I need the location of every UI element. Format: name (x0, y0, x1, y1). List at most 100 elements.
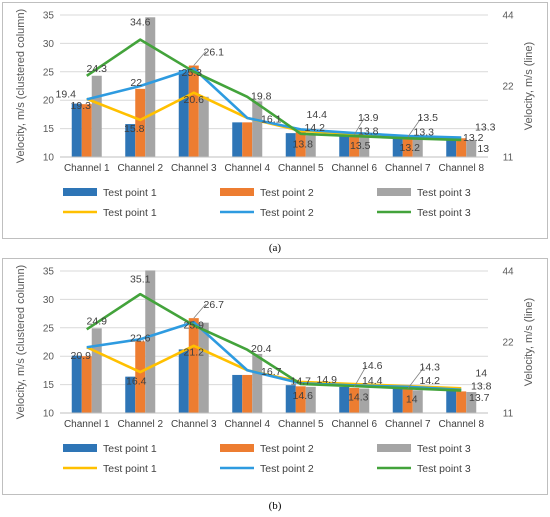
data-label: 14.2 (305, 122, 326, 134)
bar (392, 388, 403, 413)
bar (145, 270, 156, 413)
bar (71, 355, 82, 413)
data-label: 24.9 (87, 315, 108, 327)
leader-line (353, 365, 367, 388)
y-left-tick-label: 15 (43, 380, 55, 391)
y-right-tick-label: 44 (502, 11, 514, 22)
legend-label: Test point 2 (260, 443, 314, 455)
bar (198, 322, 209, 413)
series-line (86, 292, 462, 392)
x-tick-label: Channel 4 (224, 419, 270, 430)
data-label: 19.3 (71, 100, 92, 112)
series-line (86, 38, 462, 142)
bar (466, 139, 477, 157)
bar (392, 138, 403, 157)
data-label: 14.4 (307, 109, 328, 121)
bar (232, 122, 243, 157)
data-label: 26.7 (204, 299, 225, 311)
leader-line (407, 367, 425, 389)
data-label: 13.7 (469, 392, 490, 404)
bar (295, 386, 306, 413)
y-left-tick-label: 15 (43, 124, 55, 135)
y-right-tick-label: 22 (502, 338, 514, 349)
bar (125, 124, 136, 157)
legend-swatch-bar (220, 188, 254, 196)
data-label: 14.3 (348, 392, 369, 404)
data-label: 16.4 (126, 376, 147, 388)
data-label: 13.2 (400, 142, 421, 154)
legend-label: Test point 2 (260, 187, 314, 199)
y-right-tick-label: 22 (502, 82, 514, 93)
bar (145, 17, 156, 157)
bar (412, 138, 423, 157)
bar (285, 133, 296, 157)
y-left-tick-label: 10 (43, 409, 55, 420)
y-right-axis-title: Velocity, m/s (line) (523, 298, 535, 386)
leader-line (193, 51, 207, 66)
bar (446, 138, 457, 157)
legend-label: Test point 2 (260, 463, 314, 475)
x-tick-label: Channel 3 (171, 419, 217, 430)
x-tick-label: Channel 5 (278, 163, 324, 174)
data-label: 13.5 (350, 140, 371, 152)
data-label: 13.5 (418, 112, 439, 124)
x-tick-label: Channel 6 (331, 163, 377, 174)
bar (305, 135, 316, 157)
x-tick-label: Channel 1 (64, 163, 110, 174)
y-left-tick-label: 20 (43, 352, 55, 363)
data-label: 14.2 (420, 375, 441, 387)
bar (71, 103, 82, 157)
data-label: 14.3 (420, 362, 441, 374)
chart-panel-a: 10 15 20 25 30 35 11 22 44 Velocity, m/s (cluster… (2, 2, 548, 239)
data-label: 13.3 (414, 126, 435, 138)
x-tick-label: Channel 1 (64, 419, 110, 430)
data-label: 13.8 (293, 138, 314, 150)
bar (232, 374, 243, 413)
data-label: 19.4 (56, 89, 77, 101)
bar (81, 104, 92, 157)
y-left-tick-label: 30 (43, 39, 55, 50)
series-line (86, 67, 462, 139)
y-left-tick-label: 25 (43, 67, 55, 78)
legend-label: Test point 2 (260, 207, 314, 219)
caption-b: (b) (268, 500, 282, 512)
x-tick-label: Channel 8 (438, 163, 484, 174)
data-label: 14 (406, 393, 418, 405)
x-tick-label: Channel 4 (224, 163, 270, 174)
x-tick-label: Channel 3 (171, 163, 217, 174)
leader-line (193, 303, 207, 319)
legend-label: Test point 3 (417, 463, 471, 475)
y-left-tick-label: 20 (43, 96, 55, 107)
data-label: 16.7 (261, 366, 282, 378)
bar (252, 353, 263, 413)
data-label: 13 (477, 143, 489, 155)
data-label: 14.6 (293, 390, 314, 402)
data-label: 22 (130, 77, 142, 89)
data-label: 13.9 (358, 112, 379, 124)
y-right-tick-label: 11 (503, 153, 514, 164)
bar (135, 341, 146, 413)
data-label: 20.4 (251, 343, 272, 355)
data-label: 13.8 (471, 380, 492, 392)
x-tick-label: Channel 8 (438, 419, 484, 430)
leader-line (353, 117, 365, 136)
y-left-tick-label: 30 (43, 295, 55, 306)
bar (349, 134, 360, 157)
y-right-tick-label: 44 (502, 267, 514, 278)
data-label: 35.1 (130, 273, 151, 285)
series-line (86, 320, 462, 392)
data-label: 34.6 (130, 16, 151, 28)
chart-b: 10 15 20 25 30 35 11 22 44 Velocity, m/s (cluster… (15, 265, 535, 475)
data-label: 13.8 (358, 125, 379, 137)
bar (81, 356, 92, 413)
data-label: 14 (475, 367, 487, 379)
data-label: 13.3 (475, 121, 496, 133)
data-label: 25.9 (184, 320, 205, 332)
bar (188, 318, 199, 413)
data-label: 16.1 (261, 113, 282, 125)
data-label: 13.2 (463, 132, 484, 144)
data-label: 24.3 (87, 63, 108, 75)
y-left-tick-label: 35 (43, 267, 55, 278)
y-right-axis-title: Velocity, m/s (line) (523, 42, 535, 130)
y-left-axis-title: Velocity, m/s (clustered column) (15, 265, 27, 419)
